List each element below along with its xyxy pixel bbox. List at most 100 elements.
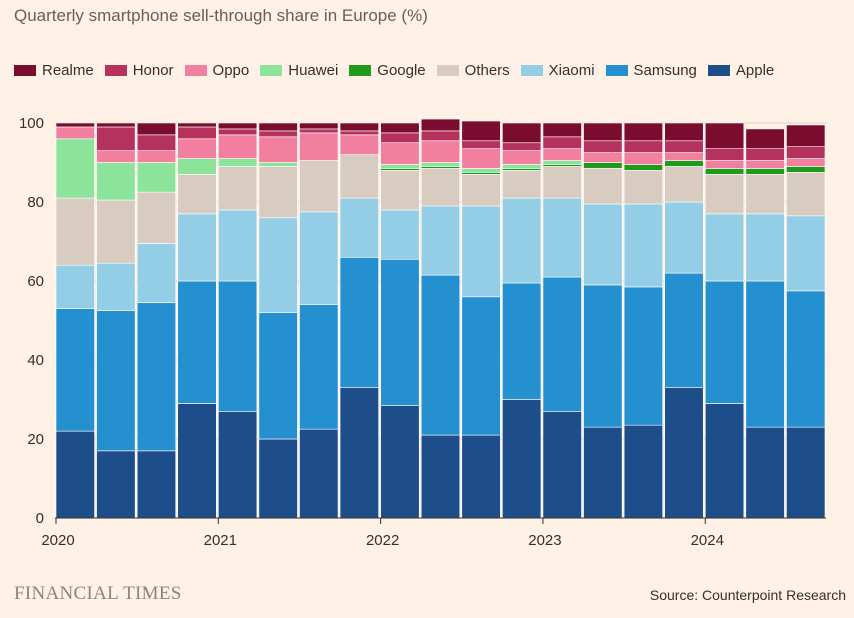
bar-segment-apple xyxy=(786,426,826,519)
y-tick-label: 20 xyxy=(27,431,44,448)
y-tick-label: 40 xyxy=(27,352,44,369)
bar-segment-honor xyxy=(664,140,704,153)
bar-segment-huawei xyxy=(177,158,217,175)
bar-segment-apple xyxy=(55,430,95,519)
bar-segment-google xyxy=(786,166,826,173)
bar-segment-huawei xyxy=(420,162,461,167)
bar-segment-realme xyxy=(502,122,542,144)
bar-segment-honor xyxy=(745,148,785,161)
bar-segment-apple xyxy=(502,399,542,519)
bar-segment-honor xyxy=(542,136,582,149)
bar-segment-samsung xyxy=(218,280,258,412)
bar-segment-realme xyxy=(96,122,136,128)
bar-segment-others xyxy=(461,174,501,207)
bar-segment-others xyxy=(502,170,542,199)
bar-segment-honor xyxy=(623,140,663,153)
bar-segment-others xyxy=(664,166,704,203)
bar-segment-honor xyxy=(704,148,745,161)
bar-segment-samsung xyxy=(461,296,501,436)
x-tick-label: 2020 xyxy=(41,532,74,549)
bar-segment-samsung xyxy=(380,258,420,406)
legend-item-xiaomi: Xiaomi xyxy=(520,62,595,79)
source-note: Source: Counterpoint Research xyxy=(649,587,846,603)
bar-segment-honor xyxy=(380,132,420,144)
bar-segment-honor xyxy=(258,130,298,138)
bar-segment-others xyxy=(258,166,298,219)
bar-segment-samsung xyxy=(542,276,582,412)
bar-segment-realme xyxy=(55,122,95,128)
bar-segment-xiaomi xyxy=(583,203,623,286)
legend-item-google: Google xyxy=(349,62,426,79)
bar-segment-others xyxy=(136,191,177,244)
bar-segment-google xyxy=(623,164,663,171)
legend-swatch xyxy=(436,65,459,76)
bar-segment-realme xyxy=(664,122,704,142)
legend-label: Samsung xyxy=(633,62,697,79)
bar-segment-oppo xyxy=(136,150,177,163)
bar-segment-realme xyxy=(136,122,177,136)
bar-segment-realme xyxy=(623,122,663,142)
bar-segment-realme xyxy=(177,122,217,128)
chart-title: Quarterly smartphone sell-through share … xyxy=(14,6,428,25)
bar-segment-realme xyxy=(786,124,826,147)
bar-segment-xiaomi xyxy=(136,243,177,304)
bar-segment-others xyxy=(704,174,745,215)
bar-segment-honor xyxy=(786,146,826,159)
bar-segment-oppo xyxy=(218,134,258,159)
bar-segment-oppo xyxy=(380,142,420,165)
bar-segment-huawei xyxy=(136,162,177,193)
bar-segment-realme xyxy=(704,122,745,149)
legend-label: Oppo xyxy=(212,62,250,79)
bar-segment-honor xyxy=(218,128,258,136)
bar-segment-samsung xyxy=(664,272,704,388)
bar-segment-oppo xyxy=(258,136,298,163)
bar-segment-realme xyxy=(583,122,623,142)
bar-segment-apple xyxy=(542,411,582,519)
bar-segment-samsung xyxy=(55,308,95,432)
bar-segment-xiaomi xyxy=(461,205,501,298)
chart-legend: Realme Honor Oppo Huawei Google Others Xiaomi S… xyxy=(14,62,844,79)
legend-item-others: Others xyxy=(436,62,510,79)
bar-segment-samsung xyxy=(339,256,379,388)
y-tick-label: 0 xyxy=(36,510,44,527)
legend-label: Others xyxy=(464,62,510,79)
bar-segment-huawei xyxy=(380,164,420,169)
bar-segment-xiaomi xyxy=(299,211,339,305)
bar-segment-others xyxy=(745,174,785,215)
bar-segment-xiaomi xyxy=(339,197,379,258)
bar-segment-honor xyxy=(136,134,177,151)
bar-segment-oppo xyxy=(664,152,704,161)
bar-segment-others xyxy=(96,199,136,264)
bar-segment-oppo xyxy=(96,150,136,163)
bar-segment-samsung xyxy=(745,280,785,428)
x-tick-label: 2023 xyxy=(528,532,561,549)
bar-segment-realme xyxy=(745,128,785,149)
bar-segment-apple xyxy=(704,403,745,519)
bar-segment-honor xyxy=(177,126,217,140)
bar-segment-huawei xyxy=(55,138,95,199)
bar-segment-oppo xyxy=(745,160,785,169)
bar-segment-samsung xyxy=(583,284,623,428)
bar-segment-apple xyxy=(339,387,379,519)
bar-segment-apple xyxy=(461,434,501,519)
bar-segment-others xyxy=(420,168,461,207)
x-tick-label: 2022 xyxy=(366,532,399,549)
bar-segment-samsung xyxy=(136,302,177,452)
legend-item-oppo: Oppo xyxy=(184,62,250,79)
bar-segment-others xyxy=(380,170,420,211)
bar-segment-xiaomi xyxy=(218,209,258,282)
bar-segment-apple xyxy=(258,438,298,519)
legend-item-samsung: Samsung xyxy=(605,62,697,79)
bar-segment-samsung xyxy=(623,286,663,426)
legend-swatch xyxy=(349,65,372,76)
bar-segment-honor xyxy=(96,126,136,151)
legend-label: Xiaomi xyxy=(548,62,595,79)
bar-segment-xiaomi xyxy=(786,215,826,292)
bar-segment-huawei xyxy=(542,160,582,165)
legend-item-apple: Apple xyxy=(707,62,774,79)
bar-segment-oppo xyxy=(177,138,217,159)
bar-segment-samsung xyxy=(177,280,217,404)
bar-segment-samsung xyxy=(299,304,339,430)
bar-segment-samsung xyxy=(502,282,542,400)
bar-segment-apple xyxy=(299,428,339,519)
